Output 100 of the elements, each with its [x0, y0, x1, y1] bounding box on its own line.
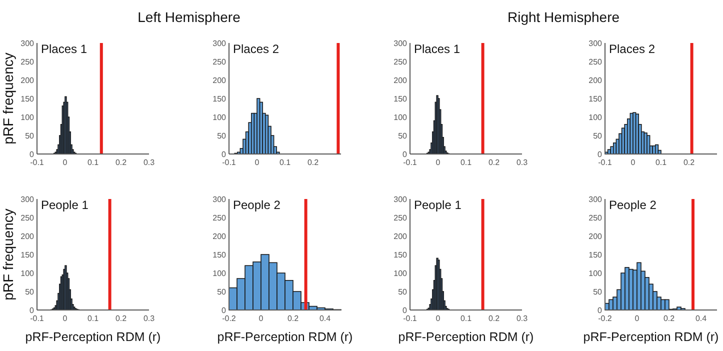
y-tick-label: 150 [20, 94, 35, 104]
y-tick-label: 0 [598, 150, 603, 159]
x-tick-label: 0.2 [115, 314, 128, 323]
y-axis-title: pRF frequency [0, 52, 16, 144]
y-tick-label: 300 [212, 38, 227, 48]
annotation: People 1 [41, 198, 89, 212]
y-tick-label: 200 [588, 232, 603, 241]
y-tick-label: 100 [20, 112, 35, 122]
x-tick-label: 0.2 [683, 158, 696, 167]
y-tick-label: 150 [20, 250, 35, 260]
y-tick-label: 0 [402, 306, 408, 315]
x-tick-label: 0.3 [143, 314, 156, 323]
x-tick-label: -0.1 [403, 314, 418, 323]
y-tick-label: 0 [30, 150, 35, 159]
y-tick-label: 100 [20, 268, 35, 278]
text: Left Hemisphere [138, 9, 241, 25]
y-tick-label: 100 [394, 112, 408, 122]
y-tick-label: 250 [212, 57, 227, 66]
annotation: People 2 [233, 198, 281, 212]
y-tick-label: 200 [394, 76, 408, 85]
y-tick-label: 250 [588, 213, 603, 222]
y-tick-label: 100 [394, 268, 408, 278]
annotation: Places 1 [41, 42, 88, 56]
y-tick-label: 0 [222, 150, 227, 159]
y-tick-label: 250 [588, 57, 603, 66]
x-tick-label: 0.4 [695, 314, 708, 323]
x-tick-label: 0.1 [655, 158, 668, 167]
y-tick-label: 300 [20, 194, 35, 204]
y-tick-label: 250 [212, 213, 227, 222]
y-tick-label: 150 [212, 250, 227, 260]
x-tick-label: 0 [258, 314, 264, 323]
x-tick-label: 0 [254, 158, 260, 167]
y-tick-label: 0 [222, 306, 227, 315]
x-tick-label: 0.2 [488, 314, 500, 323]
x-tick-label: -0.1 [30, 314, 44, 323]
y-tick-label: 50 [398, 131, 408, 140]
x-tick-label: 0.1 [87, 314, 100, 323]
y-tick-label: 300 [588, 194, 603, 204]
y-tick-label: 0 [598, 306, 603, 315]
x-tick-label: 0.1 [460, 158, 472, 167]
annotation: People 2 [609, 198, 657, 212]
text: Right Hemisphere [507, 9, 620, 25]
x-tick-label: 0.2 [287, 314, 300, 323]
y-tick-label: 200 [20, 76, 35, 85]
annotation: Places 2 [233, 42, 280, 56]
y-tick-label: 250 [394, 57, 408, 66]
y-tick-label: 300 [212, 194, 227, 204]
x-tick-label: 0 [634, 314, 640, 323]
y-tick-label: 100 [588, 268, 603, 278]
x-tick-label: 0.3 [516, 158, 528, 167]
y-tick-label: 0 [30, 306, 35, 315]
y-tick-label: 300 [394, 194, 408, 204]
x-tick-label: 0 [436, 158, 441, 167]
x-axis-title: pRF-Perception RDM (r) [398, 330, 534, 344]
x-tick-label: -0.1 [30, 158, 44, 167]
y-tick-label: 200 [212, 232, 227, 241]
x-tick-label: -0.1 [598, 158, 612, 167]
x-tick-label: -0.1 [403, 158, 418, 167]
y-tick-label: 50 [593, 287, 603, 296]
x-tick-label: -0.1 [222, 158, 236, 167]
y-tick-label: 50 [217, 131, 227, 140]
y-tick-label: 250 [20, 213, 35, 222]
x-axis-title: pRF-Perception RDM (r) [25, 330, 161, 344]
y-tick-label: 250 [20, 57, 35, 66]
y-tick-label: 100 [212, 112, 227, 122]
annotation: Places 1 [414, 42, 460, 56]
y-tick-label: 150 [588, 94, 603, 104]
x-tick-label: -0.2 [222, 314, 236, 323]
y-tick-label: 50 [25, 287, 35, 296]
y-tick-label: 200 [20, 232, 35, 241]
y-tick-label: 100 [588, 112, 603, 122]
annotation: Places 2 [609, 42, 656, 56]
y-tick-label: 200 [394, 232, 408, 241]
y-tick-label: 300 [588, 38, 603, 48]
x-tick-label: -0.2 [598, 314, 612, 323]
y-tick-label: 250 [394, 213, 408, 222]
y-tick-label: 200 [588, 76, 603, 85]
x-axis-title: pRF-Perception RDM (r) [217, 330, 353, 344]
y-tick-label: 50 [217, 287, 227, 296]
x-tick-label: 0.1 [460, 314, 472, 323]
x-tick-label: 0.1 [87, 158, 100, 167]
y-tick-label: 150 [394, 250, 408, 260]
x-tick-label: 0.2 [488, 158, 500, 167]
y-tick-label: 150 [394, 94, 408, 104]
x-tick-label: 0 [630, 158, 636, 167]
y-tick-label: 50 [398, 287, 408, 296]
y-axis-title: pRF frequency [0, 208, 16, 300]
x-axis-title: pRF-Perception RDM (r) [583, 330, 719, 344]
y-tick-label: 300 [20, 38, 35, 48]
x-tick-label: 0 [62, 314, 68, 323]
y-tick-label: 300 [394, 38, 408, 48]
x-tick-label: 0.2 [663, 314, 676, 323]
y-tick-label: 200 [212, 76, 227, 85]
y-tick-label: 0 [402, 150, 408, 159]
y-tick-label: 100 [212, 268, 227, 278]
x-tick-label: 0.1 [279, 158, 292, 167]
y-tick-label: 50 [593, 131, 603, 140]
y-tick-label: 50 [25, 131, 35, 140]
x-tick-label: 0.2 [115, 158, 128, 167]
x-tick-label: 0 [436, 314, 441, 323]
